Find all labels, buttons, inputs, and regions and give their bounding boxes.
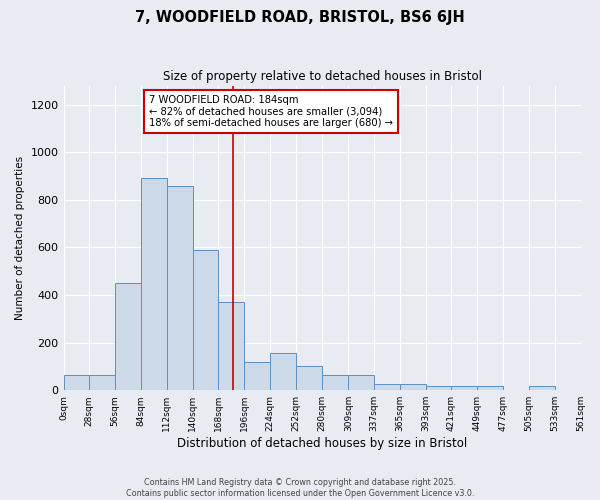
Bar: [193, 250, 218, 390]
Bar: [400, 384, 425, 390]
Y-axis label: Number of detached properties: Number of detached properties: [15, 156, 25, 320]
Bar: [451, 386, 477, 390]
Text: Contains HM Land Registry data © Crown copyright and database right 2025.
Contai: Contains HM Land Registry data © Crown c…: [126, 478, 474, 498]
Bar: [89, 374, 115, 390]
Title: Size of property relative to detached houses in Bristol: Size of property relative to detached ho…: [163, 70, 482, 83]
Bar: [348, 374, 374, 390]
Bar: [425, 386, 451, 390]
X-axis label: Distribution of detached houses by size in Bristol: Distribution of detached houses by size …: [177, 437, 467, 450]
Bar: [244, 362, 270, 390]
Bar: [270, 354, 296, 390]
Bar: [218, 302, 244, 390]
Text: 7, WOODFIELD ROAD, BRISTOL, BS6 6JH: 7, WOODFIELD ROAD, BRISTOL, BS6 6JH: [135, 10, 465, 25]
Bar: [322, 374, 348, 390]
Bar: [167, 186, 193, 390]
Bar: [296, 366, 322, 390]
Bar: [141, 178, 167, 390]
Bar: [64, 374, 89, 390]
Bar: [529, 386, 554, 390]
Bar: [115, 283, 141, 390]
Bar: [477, 386, 503, 390]
Text: 7 WOODFIELD ROAD: 184sqm
← 82% of detached houses are smaller (3,094)
18% of sem: 7 WOODFIELD ROAD: 184sqm ← 82% of detach…: [149, 94, 393, 128]
Bar: [374, 384, 400, 390]
